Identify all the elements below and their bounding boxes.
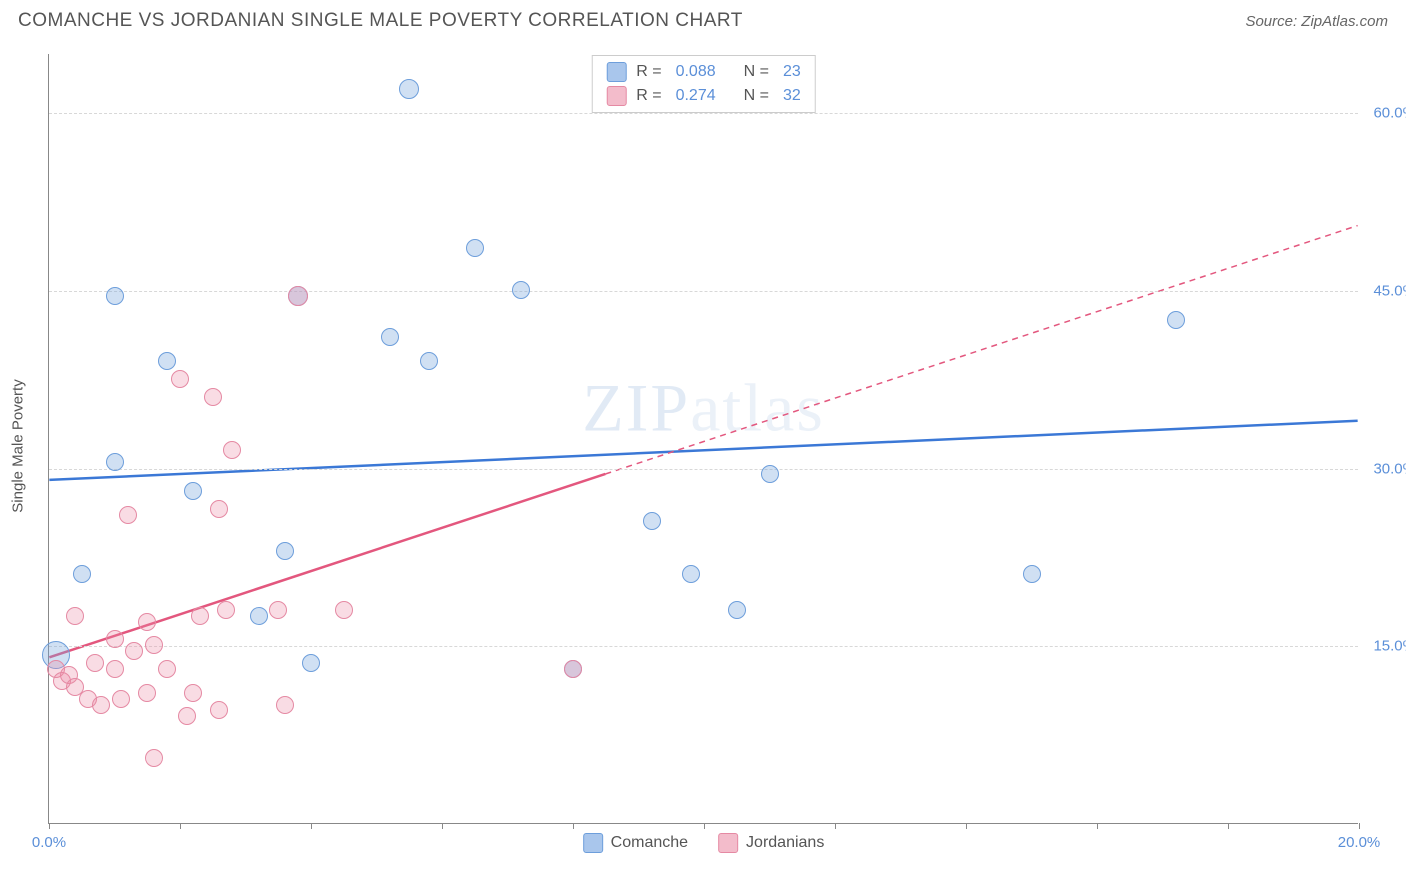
data-point: [112, 690, 130, 708]
gridline: [49, 113, 1358, 114]
regression-line: [49, 421, 1357, 480]
data-point: [184, 684, 202, 702]
chart-title: COMANCHE VS JORDANIAN SINGLE MALE POVERT…: [18, 10, 743, 32]
data-point: [86, 654, 104, 672]
data-point: [276, 542, 294, 560]
data-point: [204, 388, 222, 406]
data-point: [125, 642, 143, 660]
x-tick: [1228, 823, 1229, 829]
legend-series-label: Jordanians: [746, 834, 824, 852]
data-point: [178, 707, 196, 725]
legend-stat-row: R = 0.274 N = 32: [606, 84, 801, 108]
data-point: [92, 696, 110, 714]
data-point: [210, 500, 228, 518]
legend-swatch: [583, 833, 603, 853]
x-tick: [311, 823, 312, 829]
watermark: ZIPatlas: [582, 368, 825, 447]
legend-swatch: [606, 86, 626, 106]
data-point: [106, 660, 124, 678]
y-axis-label: Single Male Poverty: [10, 379, 27, 512]
x-tick: [966, 823, 967, 829]
gridline: [49, 469, 1358, 470]
data-point: [184, 482, 202, 500]
legend-r-value: 0.088: [676, 63, 716, 81]
gridline: [49, 646, 1358, 647]
data-point: [761, 465, 779, 483]
regression-lines-layer: [49, 54, 1358, 823]
gridline: [49, 291, 1358, 292]
data-point: [106, 630, 124, 648]
legend-series: Comanche Jordanians: [583, 833, 825, 853]
data-point: [138, 613, 156, 631]
data-point: [682, 565, 700, 583]
data-point: [66, 607, 84, 625]
data-point: [466, 239, 484, 257]
data-point: [138, 684, 156, 702]
regression-line-extrapolated: [605, 226, 1357, 474]
data-point: [191, 607, 209, 625]
x-tick-label: 20.0%: [1338, 834, 1381, 851]
x-tick: [835, 823, 836, 829]
y-tick-label: 30.0%: [1373, 460, 1406, 477]
legend-series-item: Jordanians: [718, 833, 824, 853]
legend-n-value: 23: [783, 63, 801, 81]
legend-swatch: [606, 62, 626, 82]
legend-stat-row: R = 0.088 N = 23: [606, 60, 801, 84]
data-point: [223, 441, 241, 459]
data-point: [381, 328, 399, 346]
legend-stats-box: R = 0.088 N = 23 R = 0.274 N = 32: [591, 55, 816, 113]
data-point: [145, 636, 163, 654]
data-point: [564, 660, 582, 678]
data-point: [1023, 565, 1041, 583]
y-tick-label: 60.0%: [1373, 105, 1406, 122]
x-tick-label: 0.0%: [32, 834, 66, 851]
y-tick-label: 15.0%: [1373, 638, 1406, 655]
watermark-bold: ZIP: [582, 369, 690, 445]
data-point: [73, 565, 91, 583]
source-label: Source: ZipAtlas.com: [1245, 13, 1388, 30]
data-point: [302, 654, 320, 672]
data-point: [210, 701, 228, 719]
data-point: [171, 370, 189, 388]
data-point: [420, 352, 438, 370]
regression-line: [49, 474, 605, 657]
x-tick: [442, 823, 443, 829]
data-point: [158, 352, 176, 370]
data-point: [119, 506, 137, 524]
x-tick: [1359, 823, 1360, 829]
data-point: [728, 601, 746, 619]
watermark-thin: atlas: [690, 369, 825, 445]
legend-n-value: 32: [783, 87, 801, 105]
y-tick-label: 45.0%: [1373, 282, 1406, 299]
data-point: [106, 453, 124, 471]
legend-series-label: Comanche: [611, 834, 688, 852]
legend-n-label: N =: [744, 63, 769, 81]
data-point: [158, 660, 176, 678]
data-point: [399, 79, 419, 99]
data-point: [106, 287, 124, 305]
data-point: [335, 601, 353, 619]
x-tick: [180, 823, 181, 829]
data-point: [145, 749, 163, 767]
data-point: [250, 607, 268, 625]
legend-r-label: R =: [636, 63, 661, 81]
x-tick: [1097, 823, 1098, 829]
data-point: [269, 601, 287, 619]
legend-r-label: R =: [636, 87, 661, 105]
data-point: [276, 696, 294, 714]
x-tick: [704, 823, 705, 829]
x-tick: [49, 823, 50, 829]
data-point: [512, 281, 530, 299]
legend-series-item: Comanche: [583, 833, 688, 853]
x-tick: [573, 823, 574, 829]
legend-r-value: 0.274: [676, 87, 716, 105]
data-point: [643, 512, 661, 530]
chart-plot-area: ZIPatlas R =0.088N =23R =0.274N =32 Coma…: [48, 54, 1358, 824]
data-point: [1167, 311, 1185, 329]
legend-n-label: N =: [744, 87, 769, 105]
legend-swatch: [718, 833, 738, 853]
data-point: [217, 601, 235, 619]
data-point: [288, 286, 308, 306]
